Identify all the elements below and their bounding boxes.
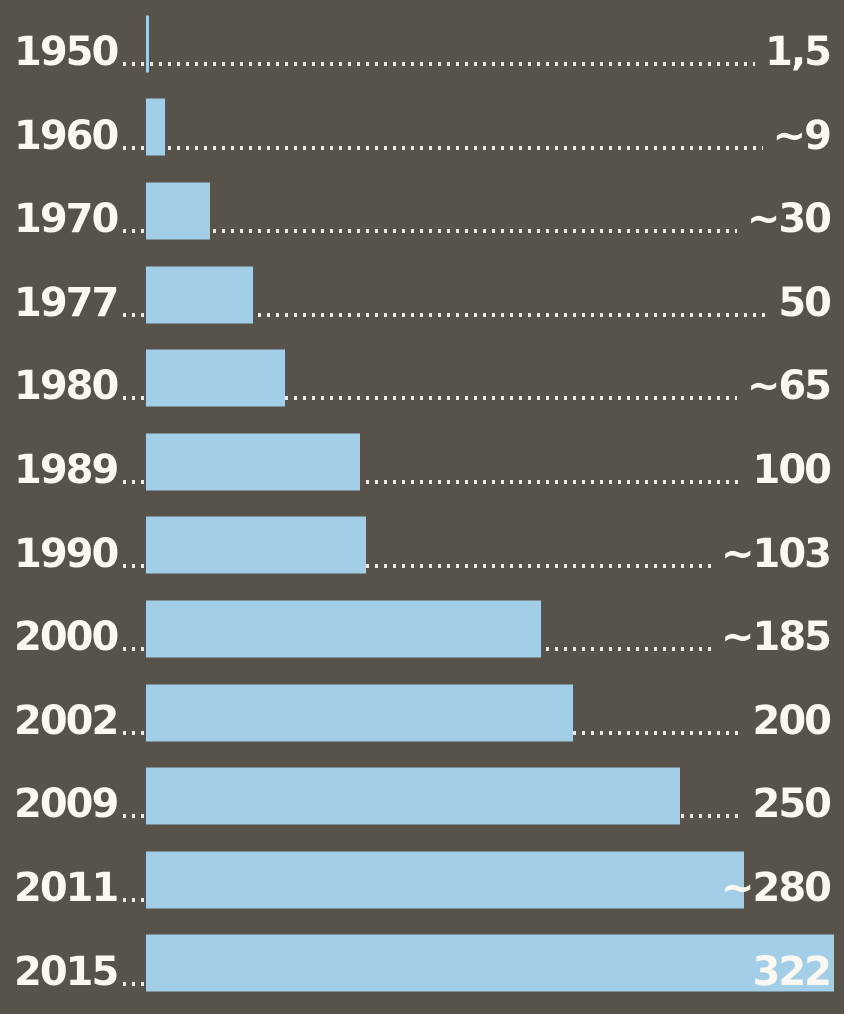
bar xyxy=(146,98,166,156)
chart-row: 2015 322 xyxy=(0,922,844,1006)
year-label: 1990 xyxy=(14,530,119,577)
value-label: ~30 xyxy=(746,196,832,243)
dotted-leader-line xyxy=(123,563,711,568)
value-label: 200 xyxy=(752,697,832,744)
bar xyxy=(146,516,367,574)
value-label: 100 xyxy=(752,446,832,493)
bar xyxy=(146,684,574,742)
year-label: 1950 xyxy=(14,29,119,75)
chart-row: 1990 ~103 xyxy=(0,504,844,588)
bar xyxy=(146,600,542,658)
dotted-leader-line xyxy=(123,479,743,484)
dotted-leader-line xyxy=(123,229,737,234)
chart-row: 2000 ~185 xyxy=(0,587,844,671)
chart-row: 1989 100 xyxy=(0,420,844,504)
year-label: 2015 xyxy=(14,948,119,995)
year-label: 1960 xyxy=(14,112,119,159)
chart-row: 1977 50 xyxy=(0,253,844,337)
value-label: ~65 xyxy=(746,363,832,410)
bar xyxy=(146,767,681,825)
dotted-leader-line xyxy=(123,62,756,66)
bar xyxy=(146,851,745,909)
year-label: 1970 xyxy=(14,196,119,243)
year-label: 1989 xyxy=(14,446,119,493)
value-label: ~9 xyxy=(772,112,832,159)
value-label: ~103 xyxy=(720,530,832,577)
year-label: 2000 xyxy=(14,614,119,661)
chart-row: 2002 200 xyxy=(0,671,844,755)
bar xyxy=(146,182,211,240)
chart-row: 1960 ~9 xyxy=(0,86,844,170)
value-label: ~185 xyxy=(720,614,832,661)
chart-row: 1950 1,5 xyxy=(0,2,844,86)
bar xyxy=(146,349,285,407)
chart-row: 1970 ~30 xyxy=(0,169,844,253)
chart-row: 2009 250 xyxy=(0,754,844,838)
value-label: 250 xyxy=(752,781,832,828)
bar xyxy=(146,266,253,324)
year-label: 2009 xyxy=(14,781,119,828)
bar xyxy=(146,15,150,73)
dotted-leader-line xyxy=(123,145,763,150)
year-label: 1977 xyxy=(14,279,119,326)
dotted-leader-line xyxy=(123,396,737,401)
chart-row: 1980 ~65 xyxy=(0,336,844,420)
value-label: 1,5 xyxy=(765,29,832,75)
value-label: 50 xyxy=(778,279,832,326)
bar xyxy=(146,433,360,491)
value-label: 322 xyxy=(752,948,832,995)
value-label: ~280 xyxy=(720,864,832,911)
year-label: 1980 xyxy=(14,363,119,410)
chart-row: 2011 ~280 xyxy=(0,838,844,922)
year-label: 2011 xyxy=(14,864,119,911)
dotted-leader-line xyxy=(123,312,769,317)
year-label: 2002 xyxy=(14,697,119,744)
bar xyxy=(146,934,834,992)
